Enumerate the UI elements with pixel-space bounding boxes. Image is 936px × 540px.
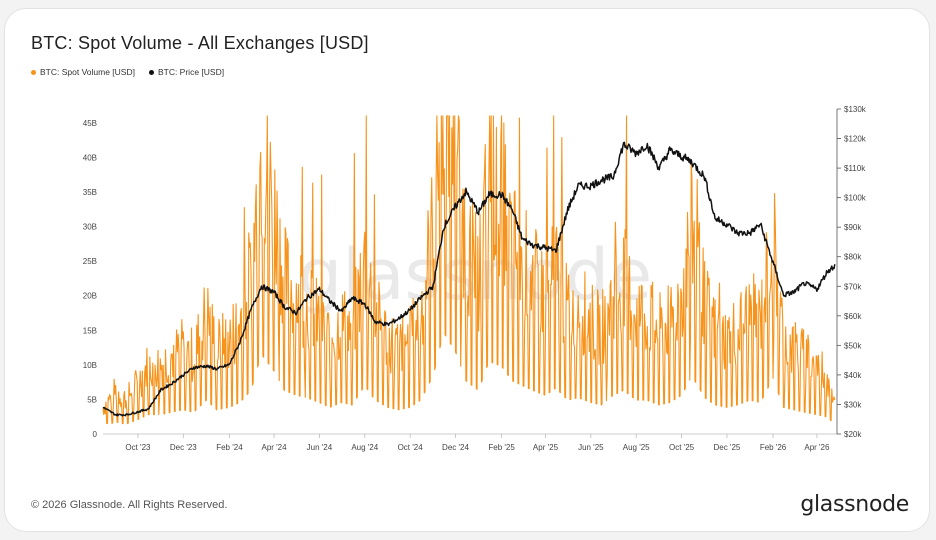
y-right-tick-label: $100k <box>844 194 867 203</box>
y-left-tick-label: 10B <box>83 361 97 370</box>
x-tick-label: Dec '23 <box>170 443 197 452</box>
series-line-spot-volume <box>102 115 836 425</box>
y-left-tick-label: 45B <box>83 119 97 128</box>
legend-label-price: BTC: Price [USD] <box>157 67 225 77</box>
y-left-tick-label: 40B <box>83 153 97 162</box>
x-tick-label: Aug '25 <box>623 443 650 452</box>
chart-title: BTC: Spot Volume - All Exchanges [USD] <box>31 33 369 53</box>
chart-plot: glassnode05B10B15B20B25B30B35B40B45B$20k… <box>83 105 867 452</box>
chart-card: BTC: Spot Volume - All Exchanges [USD] B… <box>4 8 930 532</box>
x-tick-label: Oct '24 <box>398 443 424 452</box>
legend-label-volume: BTC: Spot Volume [USD] <box>40 67 135 77</box>
legend-item-price[interactable]: BTC: Price [USD] <box>148 67 225 77</box>
y-right-tick-label: $110k <box>844 164 866 173</box>
y-right-tick-label: $120k <box>844 135 867 144</box>
x-tick-label: Apr '26 <box>804 443 830 452</box>
series-line-price <box>102 141 836 417</box>
legend-item-volume[interactable]: BTC: Spot Volume [USD] <box>31 67 135 77</box>
x-tick-label: Dec '24 <box>442 443 469 452</box>
x-tick-label: Oct '23 <box>125 443 151 452</box>
y-right-tick-label: $40k <box>844 371 862 380</box>
y-right-tick-label: $20k <box>844 430 862 439</box>
legend-marker-volume <box>31 69 36 75</box>
x-tick-label: Apr '25 <box>533 443 559 452</box>
glassnode-logo[interactable]: glassnode <box>800 492 909 517</box>
legend-marker-price <box>148 69 154 75</box>
x-tick-label: Apr '24 <box>261 443 287 452</box>
y-left-tick-label: 15B <box>83 326 97 335</box>
y-left-tick-label: 0 <box>93 430 98 439</box>
y-left-tick-label: 5B <box>87 395 97 404</box>
y-right-tick-label: $130k <box>844 105 867 114</box>
x-tick-label: Jun '24 <box>307 443 333 452</box>
x-tick-label: Feb '25 <box>488 443 515 452</box>
y-right-tick-label: $30k <box>844 400 862 409</box>
y-right-tick-label: $50k <box>844 341 862 350</box>
x-tick-label: Feb '26 <box>760 443 787 452</box>
y-left-tick-label: 25B <box>83 257 97 266</box>
y-right-tick-label: $70k <box>844 282 862 291</box>
legend: BTC: Spot Volume [USD] BTC: Price [USD] <box>31 67 224 77</box>
x-tick-label: Jun '25 <box>578 443 604 452</box>
y-right-tick-label: $90k <box>844 223 862 232</box>
y-left-tick-label: 35B <box>83 188 97 197</box>
copyright-text: © 2026 Glassnode. All Rights Reserved. <box>31 499 228 511</box>
x-tick-label: Dec '25 <box>713 443 740 452</box>
y-left-tick-label: 30B <box>83 223 97 232</box>
x-tick-label: Oct '25 <box>669 443 695 452</box>
x-tick-label: Feb '24 <box>216 443 243 452</box>
y-left-tick-label: 20B <box>83 292 97 301</box>
y-right-tick-label: $60k <box>844 312 862 321</box>
y-right-tick-label: $80k <box>844 253 862 262</box>
x-tick-label: Aug '24 <box>351 443 378 452</box>
